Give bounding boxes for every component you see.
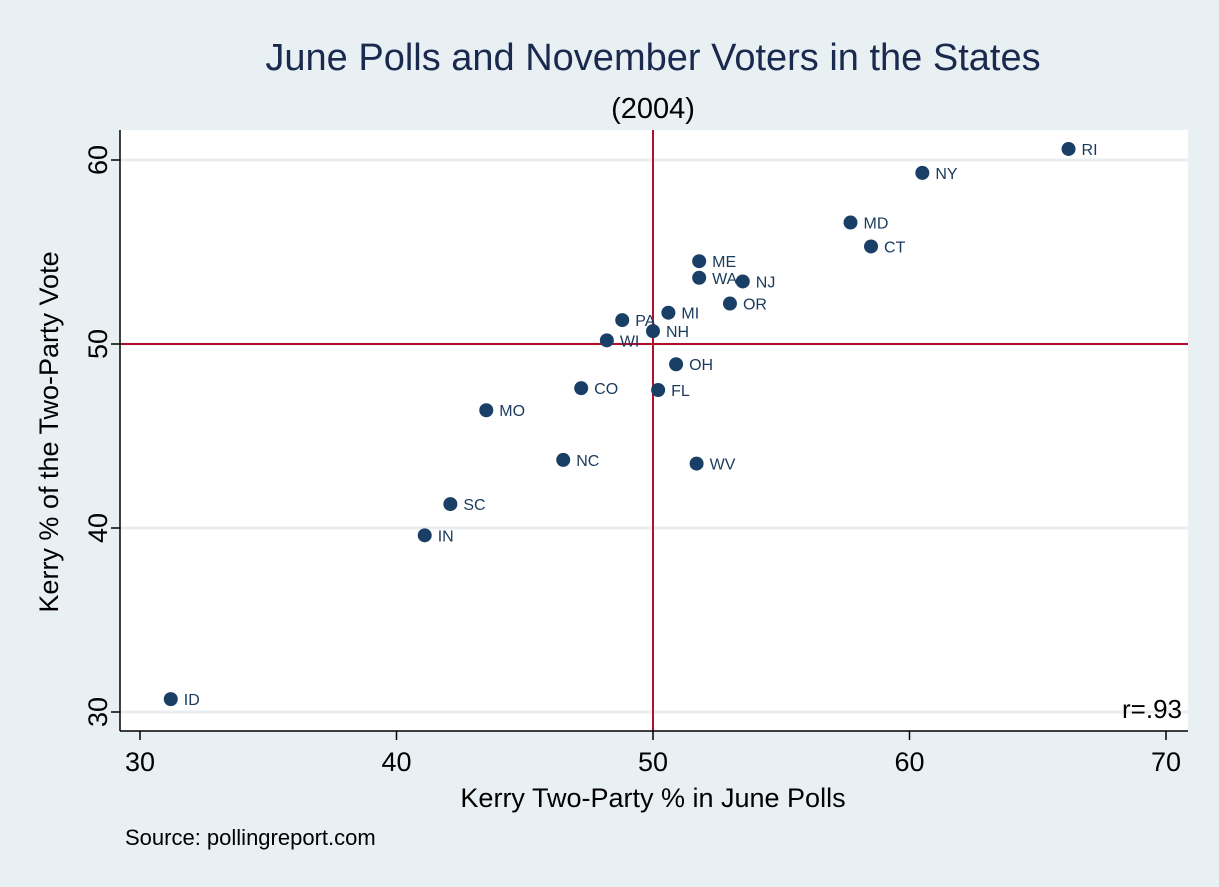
point-label-WI: WI [620,333,640,350]
point-CO [574,381,589,396]
point-label-MO: MO [499,403,525,420]
reference-lines [120,130,1188,731]
y-tick-label-60: 60 [83,145,113,175]
x-axis-title: Kerry Two-Party % in June Polls [460,783,845,813]
point-ID [163,692,178,707]
point-label-NH: NH [666,324,689,341]
point-label-IN: IN [438,528,454,545]
point-OR [722,296,737,311]
axes [119,130,1188,732]
x-tick-label-30: 30 [125,747,155,777]
point-label-WV: WV [710,457,736,474]
point-label-SC: SC [463,497,485,514]
point-label-OH: OH [689,357,713,374]
point-MI [661,305,676,320]
chart-subtitle: (2004) [611,93,695,125]
x-tick-label-40: 40 [381,747,411,777]
point-WI [599,333,614,348]
point-CT [864,239,879,254]
x-tick-label-70: 70 [1151,747,1181,777]
point-label-RI: RI [1082,142,1098,159]
point-label-MD: MD [864,216,889,233]
point-ME [692,254,707,269]
point-NH [646,324,660,339]
point-label-NJ: NJ [756,274,776,291]
point-label-ID: ID [184,692,200,709]
tick-labels: 30 40 50 60 70 30 40 50 60 [83,145,1181,777]
point-label-ME: ME [712,254,736,271]
y-axis-title: Kerry % of the Two-Party Vote [34,251,64,612]
point-label-NY: NY [935,166,958,183]
point-label-WA: WA [712,271,738,288]
point-RI [1061,141,1076,156]
point-FL [651,383,666,397]
point-SC [443,497,458,512]
point-PA [615,313,630,328]
point-label-OR: OR [743,297,767,314]
correlation-annotation: r=.93 [1122,694,1182,724]
y-tick-label-40: 40 [83,513,113,543]
point-OH [669,357,684,372]
point-MD [843,215,858,230]
y-tick-label-50: 50 [83,329,113,359]
point-label-NC: NC [576,453,599,470]
point-IN [417,528,432,543]
chart-title: June Polls and November Voters in the St… [265,37,1040,79]
point-WV [689,456,704,471]
point-NJ [735,274,750,289]
y-tick-label-30: 30 [83,697,113,727]
point-label-CO: CO [594,381,618,398]
x-tick-label-60: 60 [894,747,924,777]
point-MO [479,403,494,418]
point-label-CT: CT [884,239,906,256]
point-label-MI: MI [681,306,699,323]
source-note: Source: pollingreport.com [125,825,376,850]
point-NC [556,452,571,467]
point-label-FL: FL [671,383,690,400]
point-NY [915,165,930,180]
x-tick-label-50: 50 [638,747,668,777]
point-WA [692,270,707,285]
